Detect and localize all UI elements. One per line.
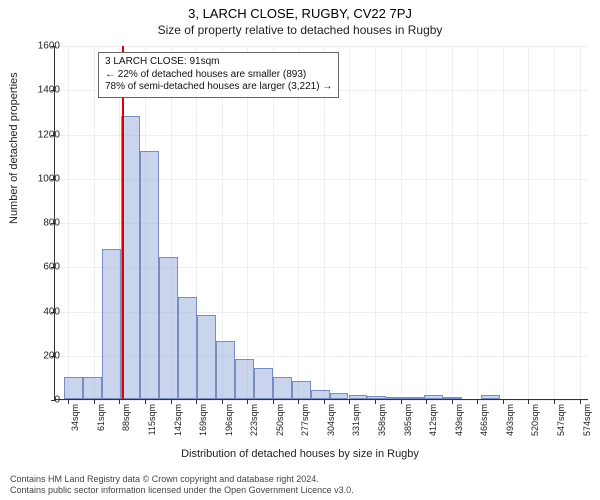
xtick-mark	[426, 400, 427, 404]
ytick-label: 400	[20, 306, 60, 317]
grid-line-v	[68, 46, 69, 399]
histogram-bar	[481, 395, 500, 399]
grid-line-v	[503, 46, 504, 399]
page-subtitle: Size of property relative to detached ho…	[0, 21, 600, 41]
xtick-label: 385sqm	[403, 404, 413, 436]
xtick-mark	[222, 400, 223, 404]
xtick-mark	[503, 400, 504, 404]
histogram-bar	[83, 377, 102, 399]
legend-line-2: ← 22% of detached houses are smaller (89…	[105, 69, 332, 82]
grid-line-v	[349, 46, 350, 399]
grid-line-v	[94, 46, 95, 399]
xtick-label: 169sqm	[198, 404, 208, 436]
histogram-bar	[349, 395, 368, 399]
xtick-label: 61sqm	[96, 404, 106, 431]
xtick-label: 277sqm	[300, 404, 310, 436]
xtick-label: 358sqm	[377, 404, 387, 436]
grid-line-v	[273, 46, 274, 399]
legend-line-1: 3 LARCH CLOSE: 91sqm	[105, 56, 332, 69]
plot-area	[54, 46, 588, 400]
histogram-bar	[367, 396, 386, 399]
xtick-label: 574sqm	[582, 404, 592, 436]
histogram-bar	[197, 315, 216, 399]
grid-line-h	[55, 400, 588, 401]
xtick-label: 223sqm	[249, 404, 259, 436]
histogram-bar	[424, 395, 443, 399]
ytick-label: 200	[20, 350, 60, 361]
grid-line-v	[298, 46, 299, 399]
xtick-label: 34sqm	[70, 404, 80, 431]
xtick-label: 412sqm	[428, 404, 438, 436]
footer-line-1: Contains HM Land Registry data © Crown c…	[10, 474, 354, 485]
xtick-label: 142sqm	[173, 404, 183, 436]
xtick-mark	[401, 400, 402, 404]
xtick-label: 547sqm	[556, 404, 566, 436]
histogram-bar	[330, 393, 349, 399]
grid-line-v	[324, 46, 325, 399]
page-title: 3, LARCH CLOSE, RUGBY, CV22 7PJ	[0, 0, 600, 21]
ytick-label: 1200	[20, 129, 60, 140]
histogram-bar	[140, 151, 159, 399]
grid-line-v	[452, 46, 453, 399]
histogram-bar	[235, 359, 254, 399]
x-axis-label: Distribution of detached houses by size …	[0, 448, 600, 460]
ytick-label: 1600	[20, 41, 60, 52]
xtick-label: 304sqm	[326, 404, 336, 436]
ytick-label: 0	[20, 395, 60, 406]
grid-line-v	[401, 46, 402, 399]
legend-line-3: 78% of semi-detached houses are larger (…	[105, 81, 332, 94]
footer-line-2: Contains public sector information licen…	[10, 485, 354, 496]
histogram-bar	[273, 377, 292, 399]
histogram-bar	[216, 341, 235, 399]
xtick-mark	[375, 400, 376, 404]
xtick-label: 88sqm	[121, 404, 131, 431]
grid-line-v	[580, 46, 581, 399]
xtick-label: 493sqm	[505, 404, 515, 436]
xtick-mark	[196, 400, 197, 404]
legend-box: 3 LARCH CLOSE: 91sqm ← 22% of detached h…	[98, 52, 339, 98]
histogram-bar	[311, 390, 330, 399]
xtick-label: 331sqm	[351, 404, 361, 436]
xtick-label: 466sqm	[479, 404, 489, 436]
y-axis-label: Number of detached properties	[8, 72, 20, 224]
ytick-label: 1000	[20, 173, 60, 184]
xtick-label: 115sqm	[147, 404, 157, 435]
xtick-mark	[94, 400, 95, 404]
ytick-label: 600	[20, 262, 60, 273]
xtick-label: 520sqm	[530, 404, 540, 436]
grid-line-v	[477, 46, 478, 399]
xtick-label: 196sqm	[224, 404, 234, 436]
histogram-bar	[443, 397, 462, 399]
histogram-bar	[178, 297, 197, 399]
xtick-mark	[554, 400, 555, 404]
grid-line-v	[426, 46, 427, 399]
grid-line-v	[375, 46, 376, 399]
histogram-bar	[292, 381, 311, 399]
grid-line-v	[247, 46, 248, 399]
histogram-bar	[254, 368, 273, 399]
histogram-bar	[102, 249, 121, 399]
grid-line-h	[55, 46, 588, 47]
ytick-label: 1400	[20, 85, 60, 96]
grid-line-v	[528, 46, 529, 399]
xtick-label: 250sqm	[275, 404, 285, 436]
ytick-label: 800	[20, 218, 60, 229]
xtick-mark	[452, 400, 453, 404]
histogram-bar	[405, 397, 424, 399]
footer-text: Contains HM Land Registry data © Crown c…	[10, 474, 354, 496]
xtick-mark	[580, 400, 581, 404]
histogram-bar	[64, 377, 83, 399]
xtick-mark	[273, 400, 274, 404]
property-marker-line	[122, 46, 124, 399]
histogram-bar	[159, 257, 178, 399]
grid-line-v	[554, 46, 555, 399]
histogram-chart: 3 LARCH CLOSE: 91sqm ← 22% of detached h…	[54, 46, 588, 400]
xtick-mark	[145, 400, 146, 404]
xtick-mark	[171, 400, 172, 404]
xtick-label: 439sqm	[454, 404, 464, 436]
xtick-mark	[324, 400, 325, 404]
histogram-bar	[386, 397, 405, 399]
